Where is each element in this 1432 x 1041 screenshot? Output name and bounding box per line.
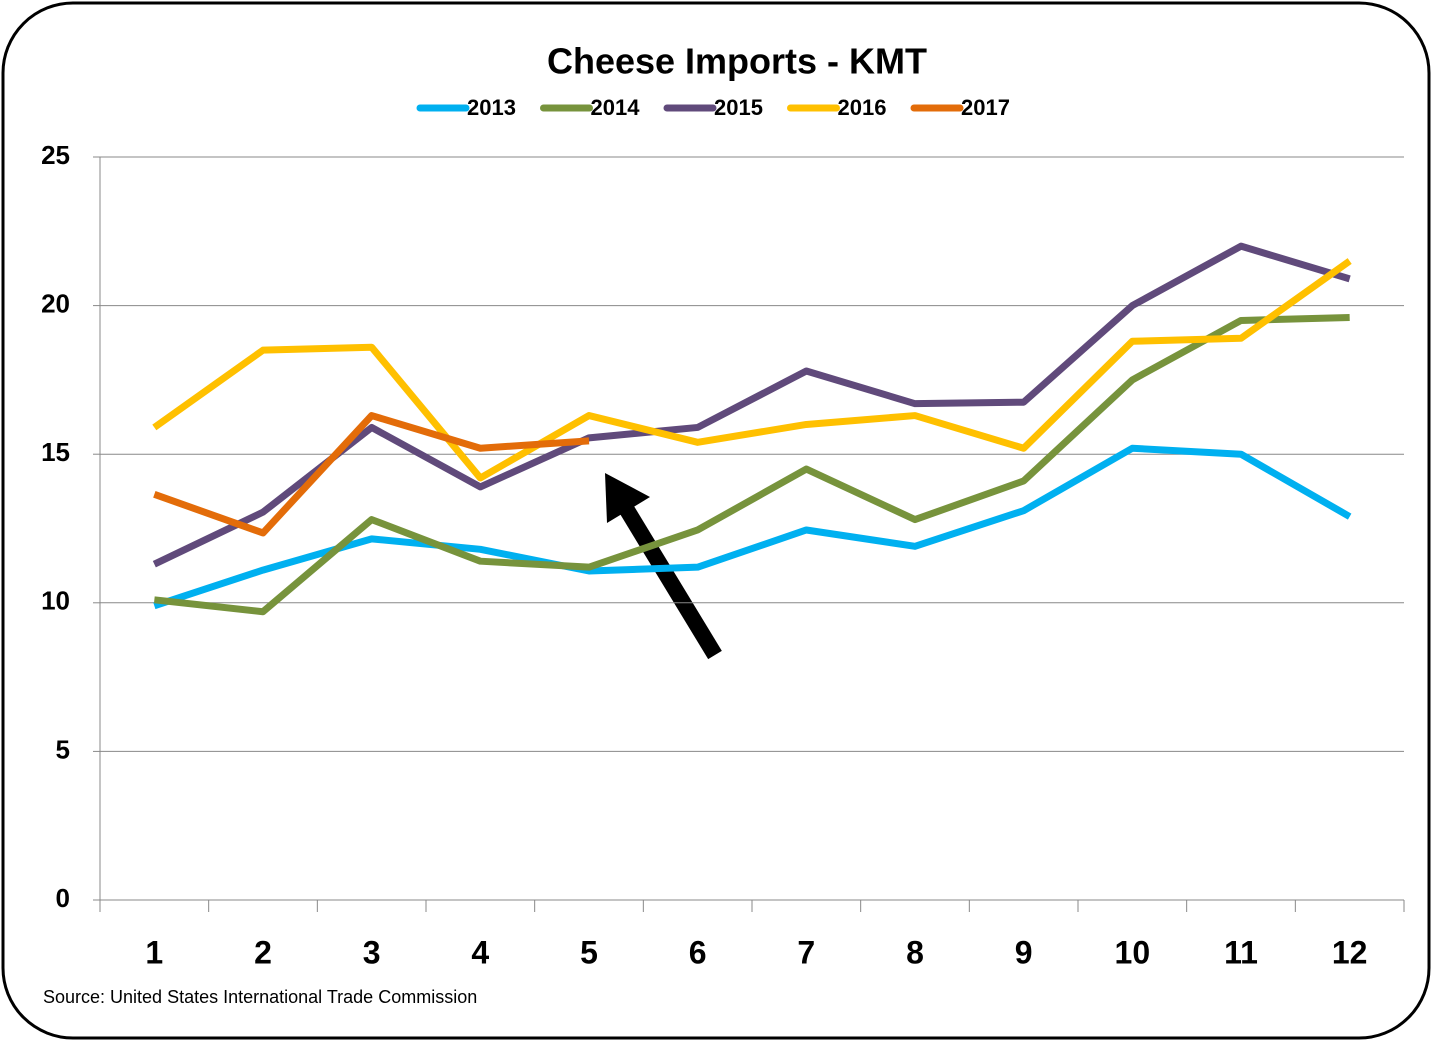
- series-line: [153, 444, 1352, 610]
- x-tick-label: 1: [145, 934, 163, 970]
- series-line: [153, 412, 590, 537]
- legend-label: 2013: [467, 95, 516, 120]
- series-line: [152, 258, 1352, 482]
- legend-label: 2015: [714, 95, 763, 120]
- x-tick-label: 7: [797, 934, 815, 970]
- x-tick-label: 3: [363, 934, 381, 970]
- arrow-shaft: [620, 505, 722, 660]
- y-tick-label: 20: [41, 288, 70, 318]
- x-tick-label: 8: [906, 934, 924, 970]
- y-tick-label: 0: [56, 883, 70, 913]
- x-tick-label: 6: [689, 934, 707, 970]
- y-tick-label: 15: [41, 437, 70, 467]
- legend-label: 2017: [961, 95, 1010, 120]
- source-note: Source: United States International Trad…: [43, 987, 477, 1007]
- chart-title: Cheese Imports - KMT: [547, 41, 927, 82]
- series-line: [152, 242, 1351, 568]
- arrow-head: [605, 473, 650, 523]
- legend-label: 2014: [591, 95, 641, 120]
- x-tick-label: 10: [1115, 934, 1151, 970]
- series-line: [153, 313, 1350, 616]
- y-tick-label: 25: [41, 140, 70, 170]
- x-tick-label: 2: [254, 934, 272, 970]
- y-tick-label: 10: [41, 586, 70, 616]
- x-tick-label: 4: [471, 934, 489, 970]
- x-tick-label: 5: [580, 934, 598, 970]
- y-tick-label: 5: [56, 734, 70, 764]
- x-tick-label: 9: [1015, 934, 1033, 970]
- x-tick-label: 12: [1332, 934, 1368, 970]
- legend-label: 2016: [838, 95, 887, 120]
- x-tick-label: 11: [1224, 934, 1258, 970]
